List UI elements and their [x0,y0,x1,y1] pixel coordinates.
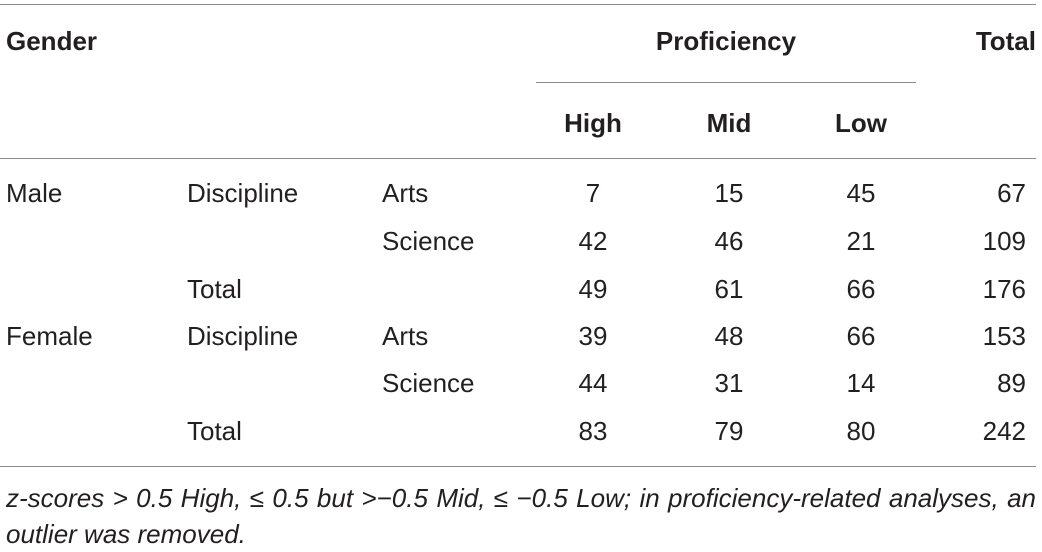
header-total: Total [975,26,1036,56]
cell-total: 153 [982,321,1026,351]
cell-group: Discipline [187,321,299,351]
cell-low: 80 [846,416,876,446]
header-level-high: High [564,108,622,138]
header-gender: Gender [6,26,98,56]
cell-mid: 61 [714,274,744,304]
cell-low: 14 [846,368,876,398]
cell-high: 44 [578,368,608,398]
cell-subgroup: Arts [382,178,429,208]
table-footnote: z-scores > 0.5 High, ≤ 0.5 but >−0.5 Mid… [6,483,1036,549]
cell-total: 242 [982,416,1026,446]
cell-high: 42 [578,226,608,256]
cell-high: 39 [578,321,608,351]
header-level-mid: Mid [706,108,752,138]
cell-high: 49 [578,274,608,304]
cell-mid: 31 [714,368,744,398]
cell-high: 7 [585,178,601,208]
cell-group: Discipline [187,178,299,208]
top-rule [0,4,1036,5]
cell-subgroup: Science [382,368,475,398]
cell-high: 83 [578,416,608,446]
cell-total: 109 [982,226,1026,256]
cell-group: Total [187,274,242,304]
cell-group: Total [187,416,242,446]
cell-gender: Female [6,321,93,351]
cell-total: 176 [982,274,1026,304]
bottom-rule [0,466,1036,467]
cell-low: 66 [846,321,876,351]
cell-mid: 48 [714,321,744,351]
header-proficiency: Proficiency [655,26,797,56]
cell-total: 67 [997,178,1026,208]
cell-subgroup: Arts [382,321,429,351]
cell-total: 89 [997,368,1026,398]
proficiency-subrule [536,82,916,83]
header-level-low: Low [835,108,887,138]
cell-gender: Male [6,178,63,208]
cell-mid: 15 [714,178,744,208]
header-rule [0,158,1036,159]
cell-mid: 46 [714,226,744,256]
cell-low: 45 [846,178,876,208]
cell-low: 21 [846,226,876,256]
cell-low: 66 [846,274,876,304]
cell-subgroup: Science [382,226,475,256]
cell-mid: 79 [714,416,744,446]
